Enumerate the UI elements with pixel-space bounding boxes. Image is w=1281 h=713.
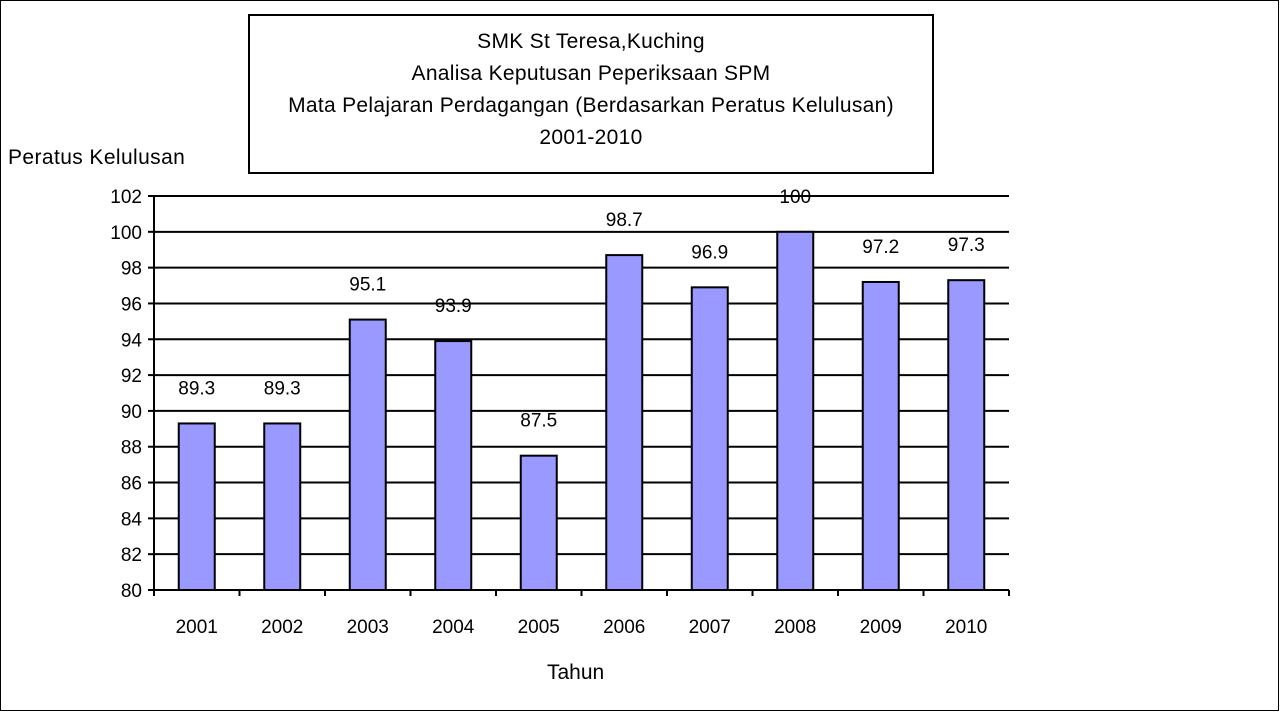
y-tick-label: 82 <box>121 545 142 566</box>
y-tick-label: 102 <box>110 187 142 208</box>
bar <box>690 286 729 591</box>
y-tick-label: 90 <box>121 402 142 423</box>
x-tick-label: 2004 <box>432 617 475 638</box>
data-label: 97.2 <box>862 237 899 258</box>
bar <box>519 454 558 591</box>
bar <box>348 318 387 591</box>
y-tick-label: 86 <box>121 474 142 495</box>
x-tick-label: 2002 <box>261 617 303 638</box>
x-axis-label: Tahun <box>547 661 605 684</box>
y-axis-label: Peratus Kelulusan <box>8 146 186 169</box>
bar <box>947 279 986 591</box>
chart-title-line-2: Analisa Keputusan Peperiksaan SPM <box>411 62 771 85</box>
chart-title-line-4: 2001-2010 <box>539 126 643 149</box>
bar <box>434 340 473 591</box>
x-tick-label: 2010 <box>945 617 987 638</box>
y-tick-label: 92 <box>121 366 142 387</box>
y-tick-label: 98 <box>121 259 142 280</box>
y-tick-label: 96 <box>121 294 142 315</box>
y-tick-label: 80 <box>121 581 142 602</box>
x-tick-label: 2009 <box>860 617 902 638</box>
bar <box>263 422 302 592</box>
bar <box>177 422 216 592</box>
data-label: 87.5 <box>520 411 557 432</box>
y-tick-label: 84 <box>121 509 143 530</box>
data-label: 96.9 <box>691 242 728 263</box>
data-label: 100 <box>779 187 811 208</box>
x-tick-label: 2003 <box>347 617 389 638</box>
chart-title-box: SMK St Teresa,Kuching Analisa Keputusan … <box>248 14 934 174</box>
data-label: 95.1 <box>349 275 386 296</box>
bar <box>776 230 815 591</box>
y-tick-label: 88 <box>121 438 142 459</box>
data-label: 89.3 <box>264 378 301 399</box>
bar <box>861 280 900 591</box>
x-tick-label: 2001 <box>176 617 218 638</box>
x-tick-label: 2008 <box>774 617 816 638</box>
chart-title-line-3: Mata Pelajaran Perdagangan (Berdasarkan … <box>288 94 894 117</box>
data-label: 93.9 <box>435 296 472 317</box>
chart-title-line-1: SMK St Teresa,Kuching <box>477 30 705 53</box>
x-tick-label: 2006 <box>603 617 645 638</box>
data-label: 98.7 <box>606 210 643 231</box>
data-label: 89.3 <box>178 378 215 399</box>
y-tick-label: 94 <box>121 330 143 351</box>
data-label: 97.3 <box>948 235 985 256</box>
y-tick-label: 100 <box>110 223 142 244</box>
x-tick-label: 2005 <box>518 617 560 638</box>
x-tick-label: 2007 <box>689 617 731 638</box>
bar <box>605 254 644 591</box>
